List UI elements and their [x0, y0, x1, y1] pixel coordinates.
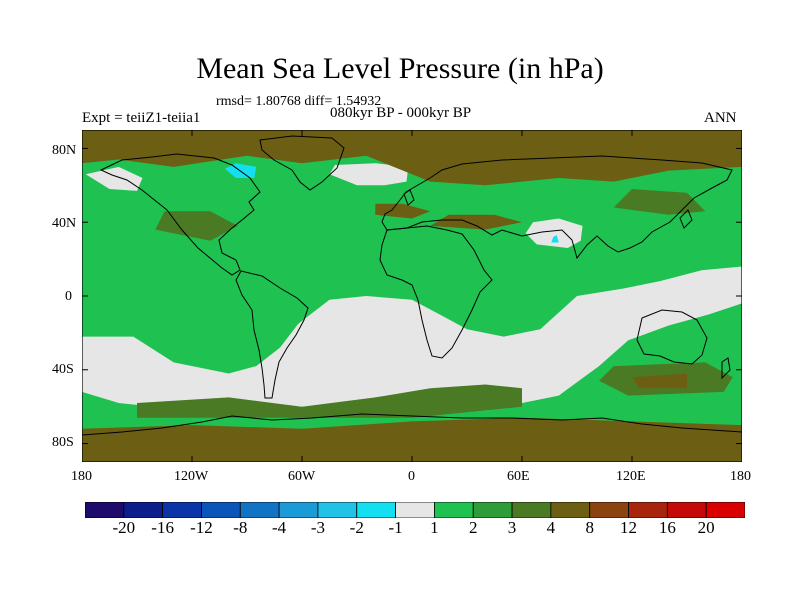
colorbar-label-7: -1: [388, 518, 403, 537]
lon-label-60e: 60E: [507, 469, 530, 484]
colorbar-swatch-3: [201, 502, 241, 518]
pressure-map: [82, 130, 742, 462]
colorbar-swatch-11: [511, 502, 552, 518]
colorbar-swatch-2: [162, 502, 202, 518]
coast-japan: [679, 209, 693, 229]
contour-region-6: [137, 384, 522, 418]
colorbar-label-15: 20: [697, 518, 715, 537]
colorbar-swatch-9: [434, 502, 474, 518]
lat-label-40s: 40S: [52, 362, 74, 377]
colorbar-label-6: -2: [349, 518, 364, 537]
coast-africa: [379, 225, 493, 359]
colorbar-swatch-10: [472, 502, 513, 518]
colorbar-swatch-1: [123, 502, 164, 518]
colorbar-swatch-16: [705, 502, 745, 518]
contour-regions: [82, 130, 742, 462]
colorbar-label-1: -16: [151, 518, 174, 537]
contour-region-9: [613, 189, 706, 215]
contour-region-11: [82, 417, 742, 462]
contour-region-12: [632, 373, 687, 389]
colorbar-swatch-0: [85, 502, 125, 518]
lat-label-0: 0: [65, 289, 72, 304]
coastlines: [82, 135, 742, 436]
axis-ticks: [82, 130, 742, 462]
colorbar-swatch-13: [589, 502, 629, 518]
contour-region-5: [551, 235, 559, 243]
period-label: 080kyr BP - 000kyr BP: [330, 105, 472, 121]
colorbar-swatch-4: [239, 502, 280, 518]
coast-new-zealand: [721, 357, 731, 380]
contour-region-2: [329, 163, 409, 186]
contour-region-1: [85, 166, 143, 191]
colorbar-label-14: 16: [658, 518, 676, 537]
colorbar-swatch-6: [317, 502, 358, 518]
colorbar-swatch-7: [356, 502, 396, 518]
lon-label-180w: 180: [71, 469, 92, 484]
lat-label-80n: 80N: [52, 143, 77, 158]
colorbar-swatch-15: [666, 502, 707, 518]
coast-south-america: [235, 270, 309, 399]
colorbar-label-13: 12: [620, 518, 638, 537]
lat-label-80s: 80S: [52, 435, 74, 450]
colorbar-swatch-14: [628, 502, 668, 518]
lon-label-120w: 120W: [174, 469, 209, 484]
lon-label-0: 0: [408, 469, 415, 484]
coast-australia: [636, 309, 708, 365]
experiment-label: Expt = teiiZ1-teiia1: [82, 110, 201, 126]
colorbar-label-3: -8: [233, 518, 248, 537]
contour-region-8: [155, 211, 238, 241]
contour-region-14: [430, 214, 522, 230]
coast-north-america: [99, 153, 261, 276]
colorbar-label-8: 1: [430, 518, 439, 537]
colorbar-label-9: 2: [468, 518, 478, 537]
coast-greenland: [259, 135, 345, 191]
contour-region-13: [375, 203, 431, 219]
contour-region-3: [525, 218, 583, 248]
colorbar-label-5: -3: [310, 518, 326, 537]
colorbar-label-2: -12: [190, 518, 213, 537]
coast-great-britain: [403, 189, 415, 206]
colorbar-swatch-5: [278, 502, 319, 518]
colorbar: [85, 502, 745, 518]
lon-label-60w: 60W: [288, 469, 316, 484]
coast-antarctica: [82, 413, 742, 436]
colorbar-label-10: 3: [507, 518, 517, 537]
lon-label-120e: 120E: [616, 469, 646, 484]
coast-eurasia: [381, 155, 733, 260]
colorbar-label-4: -4: [272, 518, 287, 537]
lon-label-180e: 180: [730, 469, 751, 484]
map-title: Mean Sea Level Pressure (in hPa): [196, 52, 604, 85]
stats-label: rmsd= 1.80768 diff= 1.54932: [216, 94, 382, 109]
colorbar-label-11: 4: [546, 518, 556, 537]
colorbar-label-0: -20: [112, 518, 136, 537]
contour-region-0: [82, 266, 742, 411]
lat-label-40n: 40N: [52, 216, 77, 231]
colorbar-swatch-8: [395, 502, 435, 518]
colorbar-swatch-12: [550, 502, 591, 518]
season-label: ANN: [704, 110, 737, 126]
colorbar-label-12: 8: [585, 518, 594, 537]
contour-region-10: [82, 130, 742, 186]
